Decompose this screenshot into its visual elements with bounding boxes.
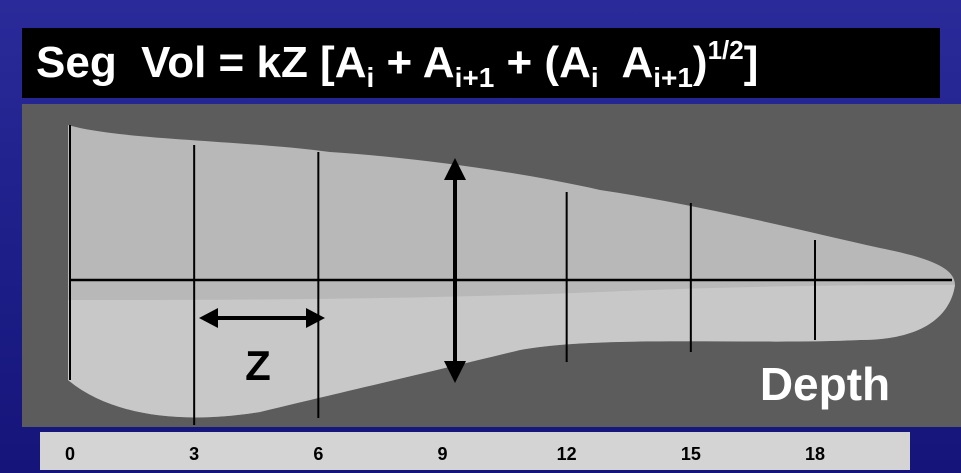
depth-label: Depth [760,358,890,410]
scale-label: 3 [189,444,199,464]
formula-sub: i+1 [455,62,495,93]
formula-part: + (A [494,38,591,87]
formula-part: ) [693,38,708,87]
formula-part: ] [744,38,759,87]
formula-sup: 1/2 [708,35,744,65]
slide: Z Depth 0369121518 Seg Vol = kZ [Ai + Ai… [0,0,961,473]
formula: Seg Vol = kZ [Ai + Ai+1 + (Ai Ai+1)1/2] [22,28,940,98]
formula-part: + A [374,38,454,87]
scale-label: 18 [805,444,825,464]
formula-sub: i [591,62,599,93]
scale-label: 6 [313,444,323,464]
scale-label: 15 [681,444,701,464]
scale-label: 9 [437,444,447,464]
formula-part: Seg Vol = kZ [A [36,38,366,87]
scale-label: 0 [65,444,75,464]
scale-bar [40,432,910,470]
formula-part: A [599,38,654,87]
z-label: Z [245,342,271,389]
formula-sub: i+1 [653,62,693,93]
scale-label: 12 [557,444,577,464]
